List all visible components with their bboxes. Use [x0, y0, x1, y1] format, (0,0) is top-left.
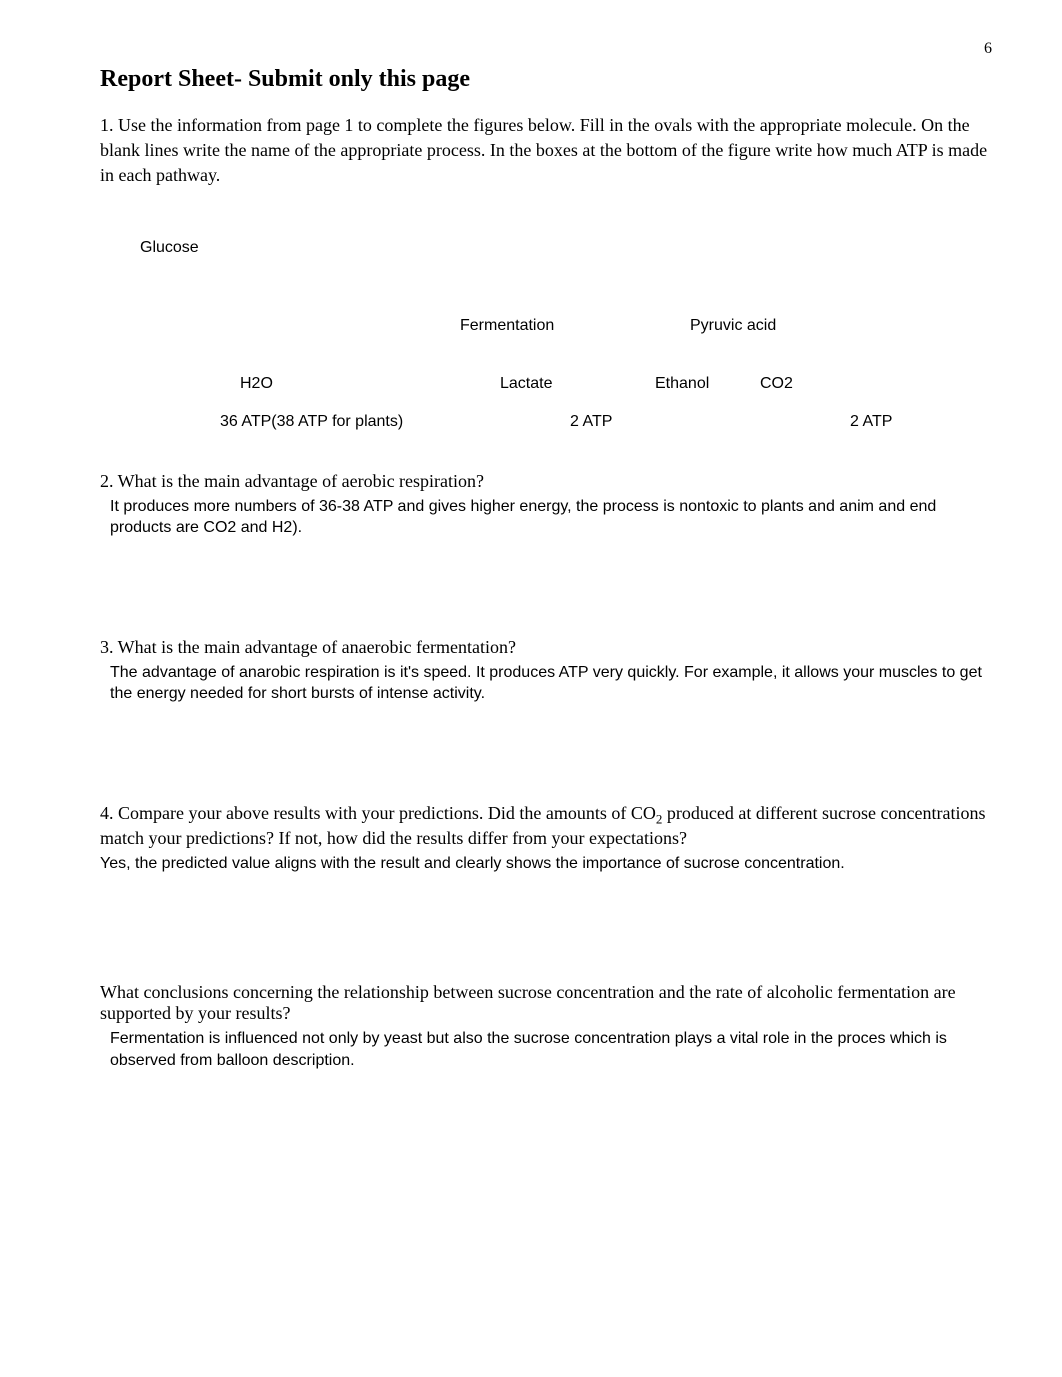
- page-title: Report Sheet- Submit only this page: [100, 66, 1002, 93]
- diagram-row-1: Fermentation Pyruvic acid: [100, 317, 1002, 335]
- page-number: 6: [100, 40, 1002, 58]
- q4-prefix: 4. Compare your above results with your …: [100, 803, 656, 823]
- question-4-answer: Yes, the predicted value aligns with the…: [100, 853, 1002, 875]
- atp-ethanol-label: 2 ATP: [850, 413, 892, 431]
- atp-lactate-label: 2 ATP: [570, 413, 690, 431]
- question-3-answer: The advantage of anarobic respiration is…: [110, 662, 1002, 705]
- glucose-label: Glucose: [140, 239, 1002, 257]
- pyruvic-acid-label: Pyruvic acid: [690, 317, 776, 335]
- question-2-answer: It produces more numbers of 36-38 ATP an…: [110, 496, 1002, 539]
- atp-aerobic-label: 36 ATP(38 ATP for plants): [220, 413, 480, 431]
- fermentation-label: Fermentation: [460, 317, 620, 335]
- question-4-heading: 4. Compare your above results with your …: [100, 803, 1002, 849]
- diagram-row-2: H2O Lactate Ethanol CO2: [100, 375, 1002, 393]
- question-1-text: 1. Use the information from page 1 to co…: [100, 113, 1002, 189]
- co2-label: CO2: [760, 375, 793, 393]
- question-5-answer: Fermentation is influenced not only by y…: [110, 1028, 1002, 1071]
- question-2-heading: 2. What is the main advantage of aerobic…: [100, 471, 1002, 492]
- question-3-heading: 3. What is the main advantage of anaerob…: [100, 637, 1002, 658]
- lactate-label: Lactate: [500, 375, 600, 393]
- ethanol-label: Ethanol: [655, 375, 735, 393]
- question-5-heading: What conclusions concerning the relation…: [100, 982, 1002, 1024]
- h2o-label: H2O: [240, 375, 300, 393]
- diagram-row-3: 36 ATP(38 ATP for plants) 2 ATP 2 ATP: [100, 413, 1002, 431]
- diagram-region: Glucose Fermentation Pyruvic acid H2O La…: [100, 239, 1002, 431]
